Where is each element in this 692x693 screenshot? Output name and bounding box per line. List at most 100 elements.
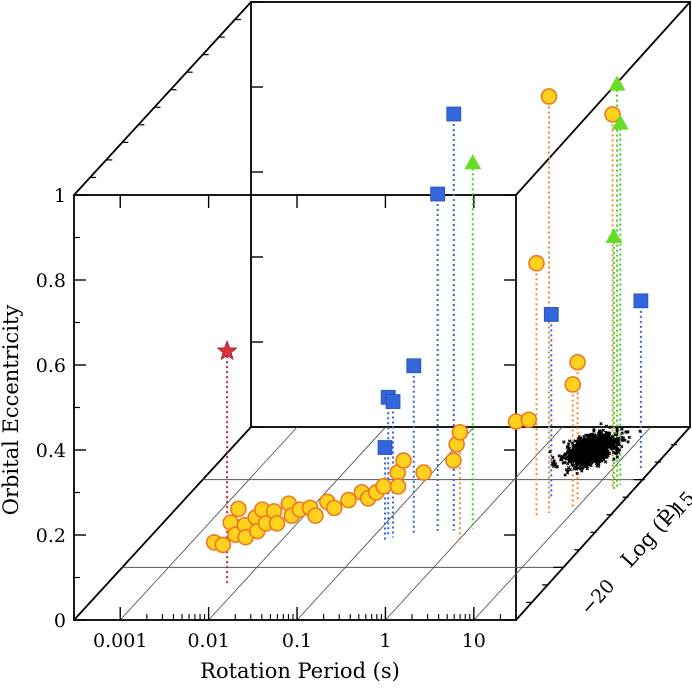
cloud-point [572,453,576,458]
cloud-point [621,436,626,440]
circle-point [230,500,247,518]
square-point [377,440,393,455]
cloud-point [600,456,605,460]
front-face [73,194,517,621]
cloud-point [570,441,575,445]
circle-point [520,411,538,429]
cloud-point [580,453,585,457]
x-axis-label: Rotation Period (s) [200,659,400,683]
cloud-point [565,445,570,449]
cloud-point [564,457,568,461]
cloud-point [597,430,602,435]
axis-ticks [74,1,677,621]
circle-point [451,423,469,441]
cloud-point [589,447,593,451]
cloud-point [615,426,619,430]
cloud-point [566,442,571,446]
y-tick-labels: 0 0.2 0.4 0.6 0.8 1 [36,185,66,632]
square-point [446,106,462,122]
cloud-point [559,455,564,459]
cloud-point [611,450,616,455]
cloud-point [551,455,555,460]
cloud-point [562,456,566,460]
cloud-point [611,435,615,439]
cloud-point [590,443,595,448]
x-tick-label-1: 0.01 [187,630,229,652]
cloud-point [601,449,605,454]
circle-point [214,536,232,554]
square-point [633,293,649,309]
triangle-point [464,154,482,170]
cloud-point [563,473,567,477]
star-point [216,340,238,361]
cloud-point [566,466,571,470]
cloud-point [592,437,597,441]
cloud-point [626,430,630,434]
cloud-point [615,455,620,459]
cloud-point [583,437,588,442]
square-point [385,394,401,409]
cloud-point [561,461,565,465]
cloud-point [596,464,601,469]
edge-bottom-left [73,426,252,621]
cloud-point [562,440,566,444]
cloud-point [575,453,580,457]
circle-point [325,499,343,517]
triangle-point [605,227,623,243]
cloud-point [601,442,606,447]
cloud-point [620,431,624,435]
cloud-point [627,435,632,440]
circle-point [540,88,558,105]
cloud-point [619,444,624,449]
cloud-point [580,437,585,442]
cloud-point [590,432,595,437]
cloud-point [582,434,586,439]
cloud-point [616,439,621,444]
cloud-point [548,449,552,454]
cloud-point [571,463,576,468]
square-point [543,307,559,322]
circle-point [389,478,407,495]
cloud-point [603,439,607,443]
cloud-point [620,427,624,431]
cloud-point [599,445,604,450]
cloud-point [600,438,604,443]
cloud-point [608,441,613,446]
cloud-point [585,453,589,457]
cloud-point [595,456,600,460]
circle-point [395,452,412,469]
edge-top-right [515,1,691,196]
cloud-point [572,466,576,471]
y-tick-label-0: 0 [54,610,66,632]
x-tick-label-3: 1 [379,630,391,652]
circle-point [445,452,462,469]
cloud-point [616,450,621,455]
z-axis-label: Log (Ṗ) [616,499,686,572]
cloud-point [562,453,567,457]
cloud-point [577,447,581,452]
cloud-point [608,425,612,429]
cloud-point [594,461,599,465]
cloud-point [613,439,617,443]
cloud-point [592,454,597,458]
circle-point [415,464,432,481]
cloud-point [575,463,579,468]
square-point [406,358,422,374]
square-point [430,186,446,202]
cloud-point [575,446,579,451]
cloud-point [626,440,630,444]
circle-point [268,515,286,532]
cloud-point [566,469,570,473]
x-tick-labels: 0.001 0.01 0.1 1 10 [93,630,486,652]
cloud-point [566,461,570,466]
circle-point [340,491,357,509]
cloud-point [589,439,593,443]
cloud-point [574,443,579,448]
cloud-point [615,436,620,441]
cloud-point [594,446,599,451]
cloud-point [587,451,592,455]
data-markers [205,75,649,554]
cloud-point [578,467,583,471]
cloud-point [615,429,619,434]
y-tick-label-5: 1 [54,185,66,207]
